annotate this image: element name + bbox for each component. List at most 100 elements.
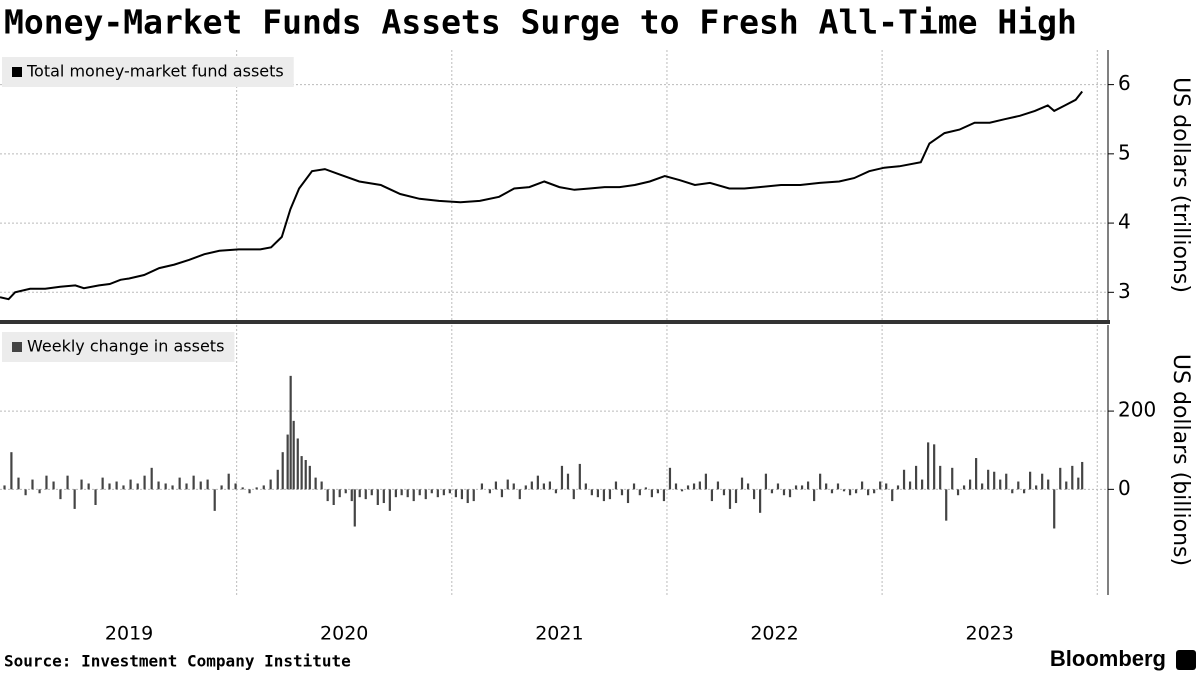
bar bbox=[178, 477, 181, 490]
bar bbox=[300, 456, 303, 490]
bar bbox=[296, 438, 299, 490]
bar bbox=[472, 489, 475, 502]
bar bbox=[1005, 473, 1008, 490]
y-tick-label: 6 bbox=[1118, 71, 1131, 95]
y-tick-label: 3 bbox=[1118, 279, 1131, 303]
bar bbox=[17, 477, 20, 490]
bar bbox=[512, 483, 515, 490]
bar bbox=[364, 489, 367, 500]
bar bbox=[289, 375, 292, 490]
y-tick-label: 4 bbox=[1118, 210, 1131, 234]
bar bbox=[596, 489, 599, 498]
x-tick-label: 2021 bbox=[535, 623, 583, 645]
bar bbox=[674, 483, 678, 490]
bar bbox=[927, 442, 930, 490]
y-axis-title: US dollars (trillions) bbox=[1168, 77, 1193, 293]
bar bbox=[825, 483, 828, 490]
bar bbox=[548, 481, 552, 490]
bar bbox=[692, 483, 696, 490]
bar bbox=[1071, 465, 1074, 490]
bar bbox=[1081, 461, 1084, 490]
bar bbox=[38, 489, 41, 494]
bar bbox=[632, 483, 636, 490]
bar bbox=[213, 489, 216, 511]
bar bbox=[241, 487, 244, 490]
bar bbox=[199, 481, 202, 490]
bar bbox=[45, 475, 48, 490]
bar bbox=[614, 481, 618, 490]
bar bbox=[358, 489, 361, 498]
bar bbox=[353, 489, 356, 527]
bar bbox=[466, 489, 469, 504]
bar bbox=[885, 483, 888, 490]
bar bbox=[10, 452, 13, 490]
bar bbox=[848, 489, 852, 496]
bar bbox=[710, 489, 714, 502]
bar bbox=[951, 467, 954, 490]
bar bbox=[722, 489, 726, 496]
bar bbox=[314, 477, 317, 490]
bar bbox=[1011, 489, 1014, 494]
bar bbox=[554, 489, 558, 494]
bar bbox=[292, 420, 295, 490]
bar bbox=[248, 489, 251, 494]
bar bbox=[286, 434, 289, 490]
bar bbox=[338, 489, 341, 498]
bar bbox=[436, 489, 439, 498]
bar bbox=[255, 487, 258, 490]
bar bbox=[1041, 473, 1044, 490]
bar bbox=[939, 465, 942, 490]
bar bbox=[813, 489, 816, 502]
bar bbox=[115, 481, 118, 490]
bar bbox=[578, 463, 581, 490]
bar bbox=[873, 489, 876, 494]
x-tick-label: 2019 bbox=[105, 623, 153, 645]
legend-swatch bbox=[12, 67, 22, 77]
bar bbox=[806, 481, 810, 490]
legend-swatch bbox=[12, 342, 22, 352]
bar bbox=[993, 471, 996, 490]
bar bbox=[788, 489, 792, 498]
bar bbox=[854, 489, 858, 494]
bar bbox=[1053, 489, 1056, 529]
bar bbox=[860, 481, 864, 490]
bar bbox=[962, 485, 966, 490]
bar bbox=[956, 489, 960, 496]
bar bbox=[902, 469, 906, 490]
x-tick-label: 2023 bbox=[965, 623, 1013, 645]
brand: Bloomberg bbox=[1050, 646, 1166, 671]
source: Source: Investment Company Institute bbox=[4, 652, 351, 671]
y-tick-label: 200 bbox=[1118, 398, 1156, 422]
bar bbox=[320, 481, 323, 490]
bar bbox=[602, 489, 606, 502]
bar bbox=[101, 477, 104, 490]
bar bbox=[975, 458, 978, 490]
bar bbox=[608, 489, 612, 500]
bar bbox=[150, 467, 153, 490]
bar bbox=[24, 489, 27, 496]
bar bbox=[800, 485, 804, 490]
bar bbox=[542, 483, 545, 490]
chart-title: Money-Market Funds Assets Surge to Fresh… bbox=[4, 3, 1077, 42]
bar bbox=[332, 489, 335, 505]
bar bbox=[281, 452, 284, 490]
bar bbox=[276, 469, 279, 490]
bar bbox=[770, 489, 774, 494]
bar bbox=[31, 479, 34, 490]
bar bbox=[536, 475, 539, 490]
bar bbox=[968, 479, 972, 490]
bar bbox=[524, 485, 527, 490]
bar bbox=[908, 481, 912, 490]
bar bbox=[412, 489, 415, 502]
bar bbox=[759, 489, 762, 513]
bar bbox=[3, 485, 6, 490]
bar bbox=[185, 483, 188, 490]
legend-box bbox=[2, 332, 235, 362]
y-axis-title: US dollars (billions) bbox=[1168, 354, 1193, 566]
bar bbox=[442, 489, 445, 496]
bar bbox=[716, 481, 720, 490]
panel-divider bbox=[0, 320, 1110, 324]
bar bbox=[460, 489, 464, 500]
bar bbox=[656, 489, 660, 494]
